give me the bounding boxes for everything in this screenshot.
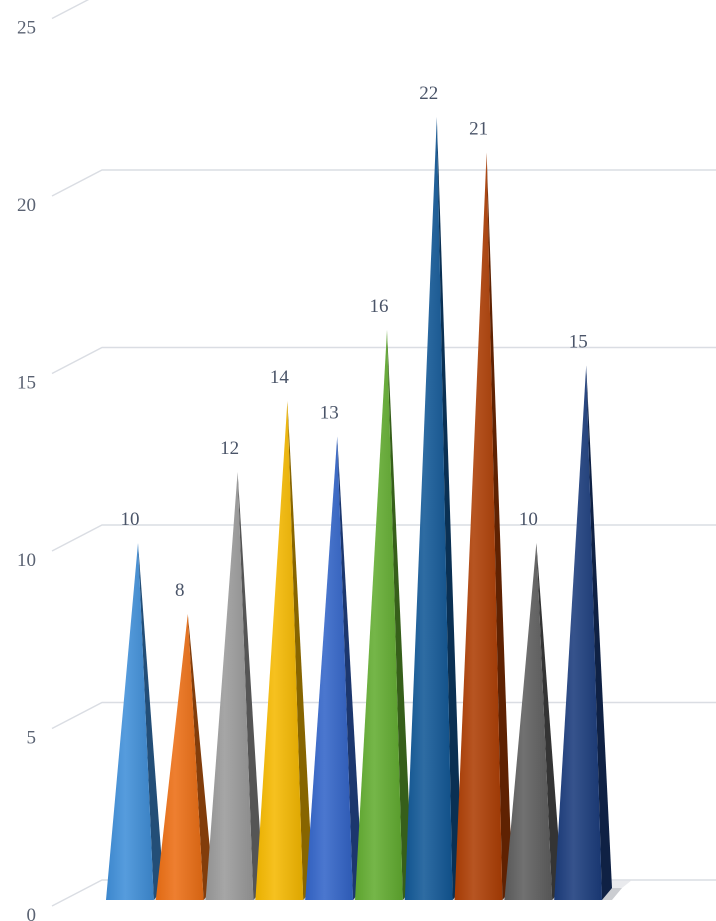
data-label-3: 12 xyxy=(220,438,239,459)
cone-bar-front-9 xyxy=(504,543,553,900)
y-tick-label-5: 5 xyxy=(27,728,37,749)
cone-bar-7 xyxy=(404,117,463,900)
cone-bar-side-9 xyxy=(536,543,563,900)
y-axis-ticks: 0 5 10 15 20 25 xyxy=(17,18,36,921)
cone-bar-front-2 xyxy=(155,614,204,900)
data-label-9: 10 xyxy=(519,509,538,530)
cone-bar-front-3 xyxy=(205,472,254,900)
cone-bar-front-5 xyxy=(305,436,353,900)
data-labels: 10 8 12 14 13 16 22 21 10 15 xyxy=(121,83,588,601)
data-label-4: 14 xyxy=(270,367,290,388)
cone-bar-side-5 xyxy=(337,436,363,900)
cone-bar-front-4 xyxy=(255,401,304,900)
gridline-20 xyxy=(51,169,716,197)
cone-bar-front-1 xyxy=(106,543,154,900)
gridline-10 xyxy=(51,524,716,552)
data-label-8: 21 xyxy=(469,119,488,140)
data-label-1: 10 xyxy=(121,509,140,530)
cone-bar-5 xyxy=(305,436,363,900)
cone-bar-8 xyxy=(454,152,513,900)
cone-bar-6 xyxy=(355,330,413,900)
data-label-6: 16 xyxy=(370,296,389,317)
data-label-5: 13 xyxy=(320,403,339,424)
cone-bar-9 xyxy=(504,543,563,900)
data-label-7: 22 xyxy=(419,83,438,104)
y-tick-label-10: 10 xyxy=(17,550,36,571)
cone-bar-1 xyxy=(106,543,164,900)
cone-bar-side-1 xyxy=(138,543,164,900)
data-label-10: 15 xyxy=(569,332,588,353)
y-tick-label-25: 25 xyxy=(17,18,36,39)
gridline-5 xyxy=(51,701,716,730)
y-tick-label-15: 15 xyxy=(17,373,36,394)
y-tick-label-0: 0 xyxy=(27,905,37,921)
cone-bar-side-6 xyxy=(387,330,413,900)
cone-bars xyxy=(106,117,612,900)
cone-bar-10 xyxy=(554,365,612,900)
cone-bar-front-7 xyxy=(404,117,453,900)
gridline-25 xyxy=(51,0,90,20)
cone-bar-side-3 xyxy=(237,472,264,900)
cone-bar-4 xyxy=(255,401,314,900)
cone-bar-2 xyxy=(155,614,214,900)
y-tick-label-20: 20 xyxy=(17,195,36,216)
cone-bar-side-7 xyxy=(436,117,463,900)
cone-bar-side-4 xyxy=(287,401,314,900)
cone-bar-front-10 xyxy=(554,365,602,900)
gridline-15 xyxy=(51,346,716,375)
cone-bar-side-8 xyxy=(486,152,513,900)
cone-bar-side-2 xyxy=(187,614,214,900)
data-label-2: 8 xyxy=(175,580,185,601)
cone-bar-front-8 xyxy=(454,152,503,900)
cone-bar-side-10 xyxy=(586,365,612,900)
cone-bar-3 xyxy=(205,472,264,900)
cone-bar-front-6 xyxy=(355,330,403,900)
